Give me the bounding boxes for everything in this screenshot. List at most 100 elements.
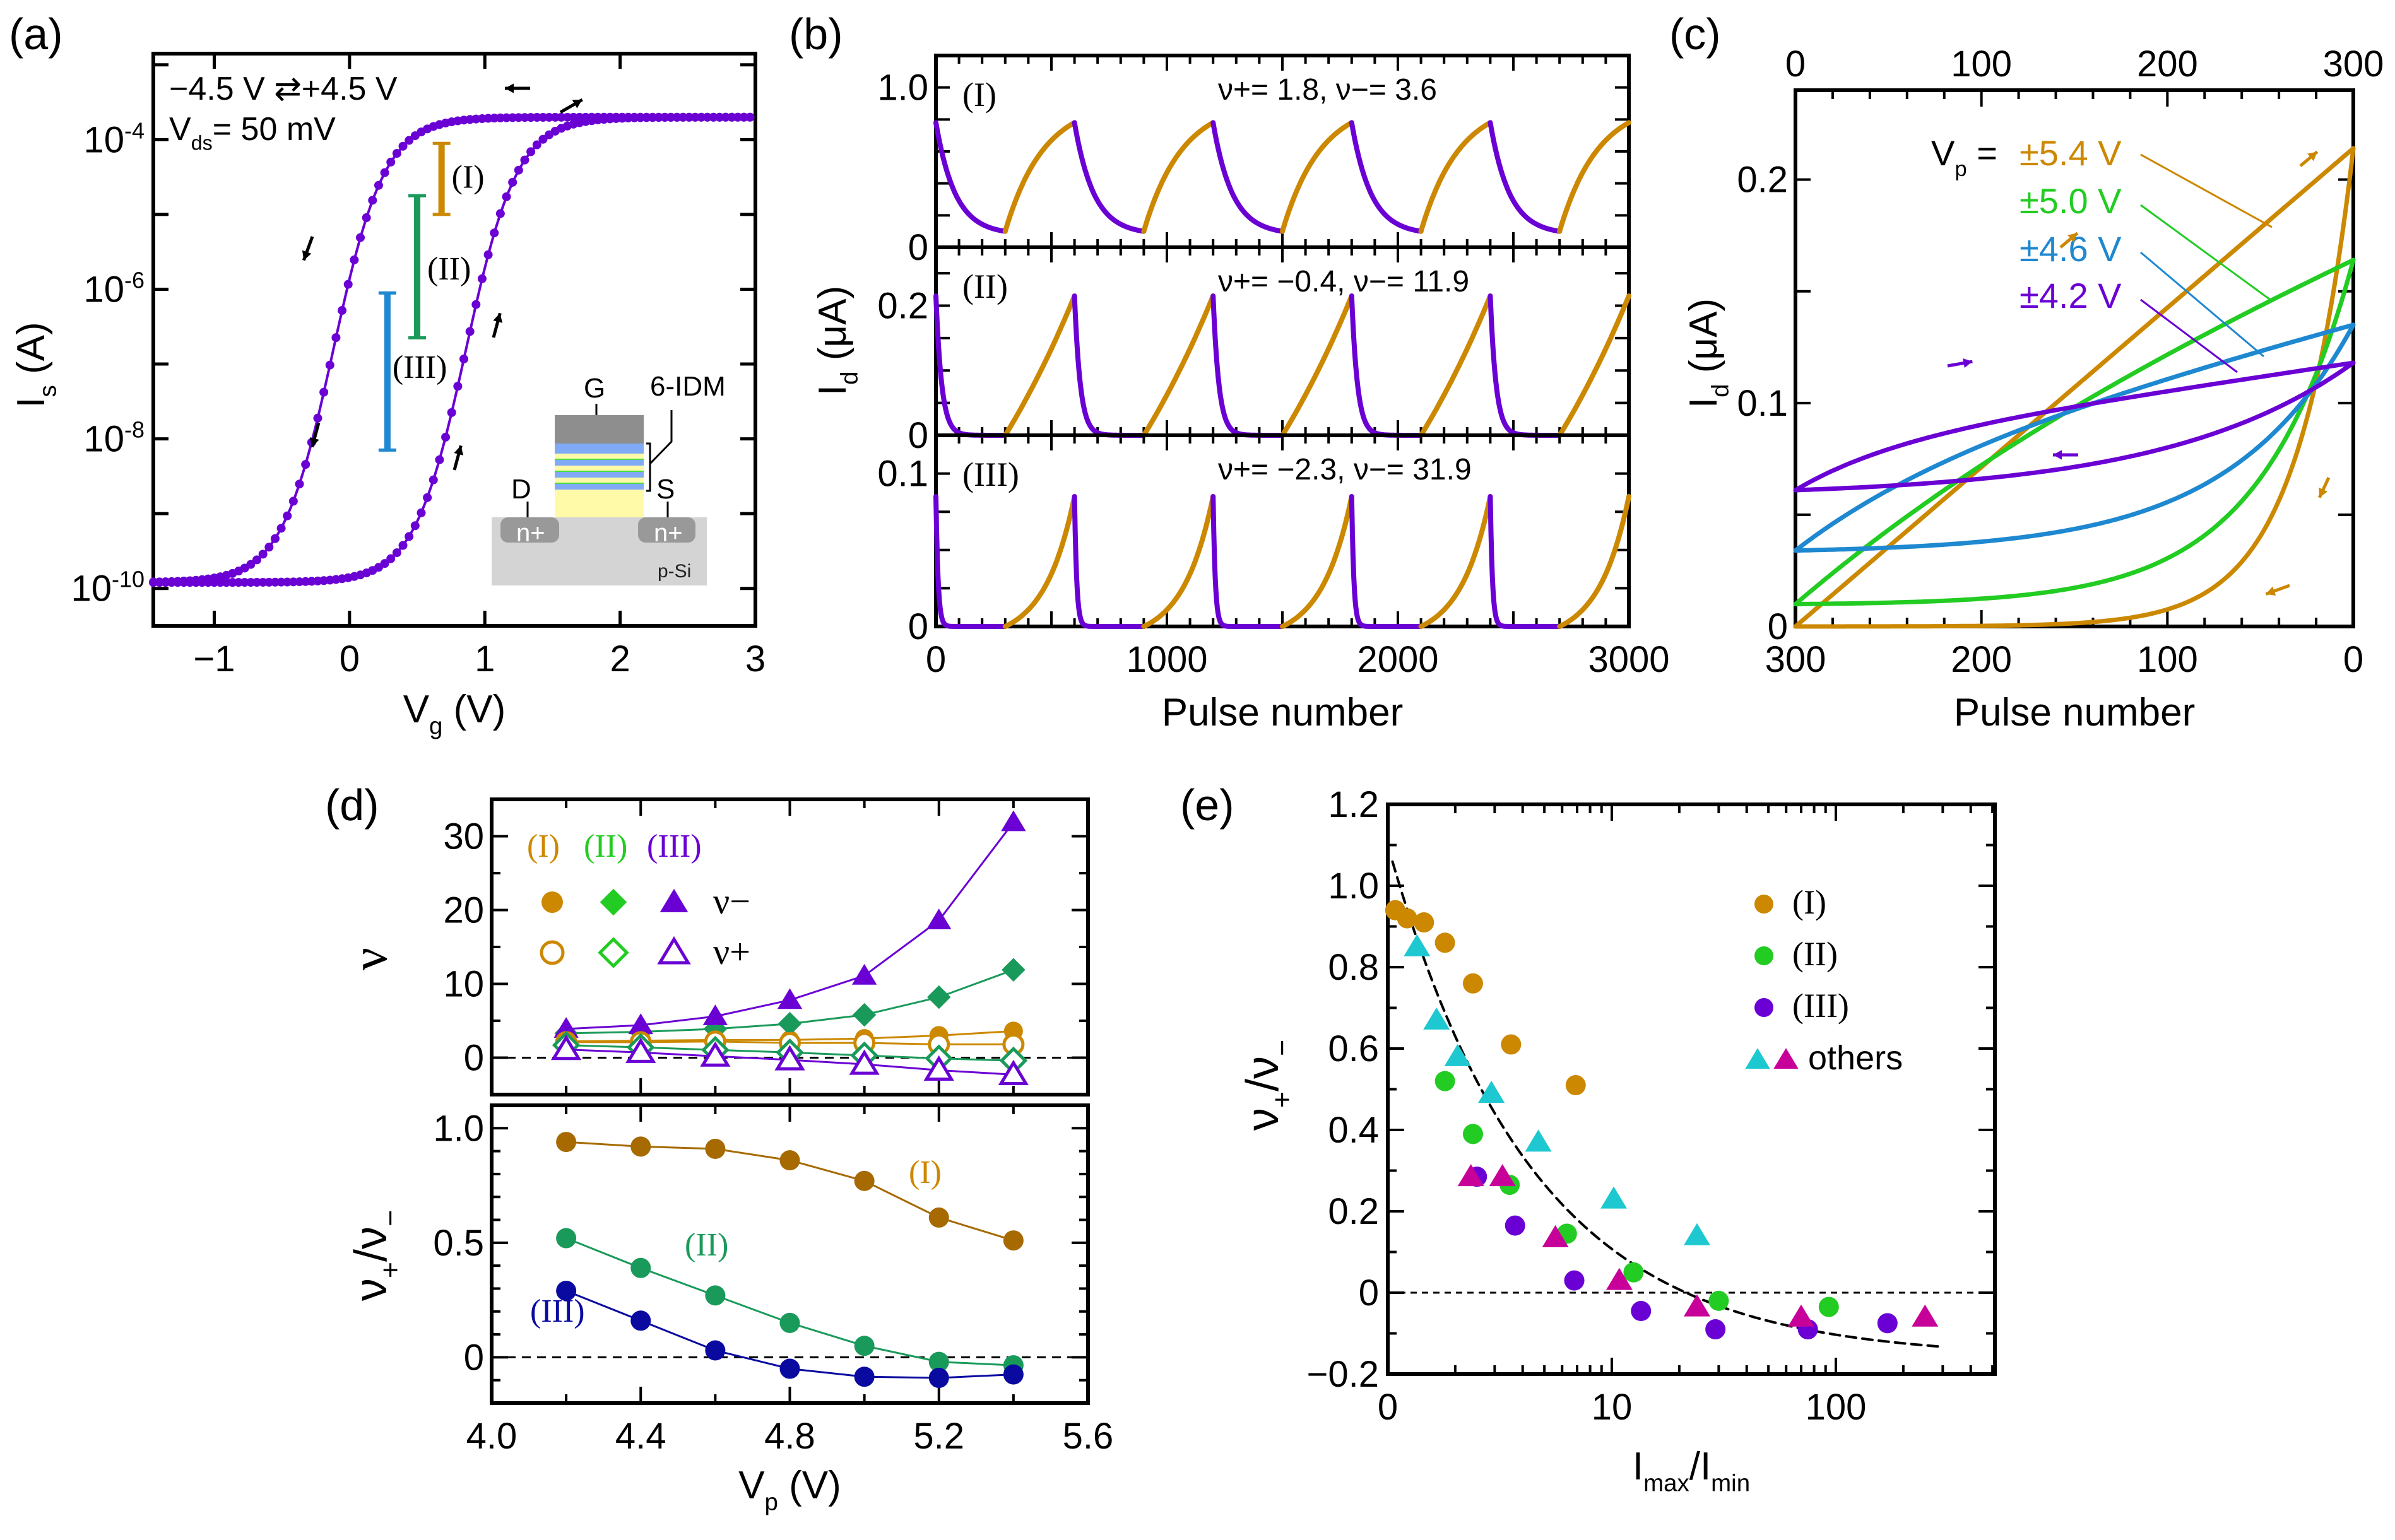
transfer-point (343, 279, 353, 289)
legend-group-2: (III) (647, 828, 702, 864)
scatter-point-4 (1489, 1164, 1516, 1187)
panel-e: −0.200.20.40.60.81.01.20 10 100Imax/Iminν+… (1238, 784, 1997, 1497)
transfer-point (453, 382, 463, 391)
depression-trace (1349, 120, 1424, 234)
transfer-point (246, 578, 256, 587)
transfer-point (733, 112, 743, 122)
scatter-point-4 (1788, 1304, 1815, 1327)
nu-marker (777, 988, 803, 1009)
transfer-point (557, 112, 566, 122)
transfer-point (495, 209, 505, 218)
potentiation-trace (1557, 120, 1631, 234)
scatter-point-4 (1606, 1267, 1633, 1290)
x-tick-label-b: 0 (926, 639, 946, 680)
transfer-point (258, 577, 268, 587)
potentiation-trace (1002, 293, 1077, 438)
y-tick-label-d-top: 10 (443, 964, 484, 1005)
potentiation-trace (1418, 293, 1493, 438)
ratio-marker (928, 1368, 949, 1389)
transfer-point (739, 112, 748, 122)
legend-row-nu-plus: ν+ (713, 931, 750, 972)
transfer-point (191, 578, 201, 587)
legend-leader-c-3 (2140, 298, 2238, 373)
fit-curve-e (1391, 860, 1941, 1348)
transfer-point (228, 578, 237, 587)
transfer-point (490, 228, 499, 238)
ratio-marker (854, 1170, 875, 1191)
transfer-point (386, 157, 396, 167)
transfer-point (435, 455, 444, 464)
bottom-x-tick-label-c: 100 (2137, 639, 2198, 680)
potentiation-curve-2 (1793, 322, 2356, 553)
nu-marker (774, 1045, 805, 1071)
subplot-label-b-2: (III) (962, 456, 1019, 493)
transfer-point (441, 432, 451, 442)
legend-marker (600, 888, 627, 916)
transfer-point (313, 413, 322, 423)
legend-label-c-0: ±5.4 V (2019, 133, 2122, 173)
scatter-point-0 (1501, 1034, 1522, 1055)
y-tick-label-e: 0.4 (1328, 1110, 1379, 1151)
legend-marker-e-1 (1754, 946, 1773, 965)
x-tick-label-b: 3000 (1588, 639, 1669, 680)
transfer-point (167, 578, 176, 587)
arrow-backward-mid-head (302, 250, 312, 261)
ratio-marker (705, 1340, 726, 1361)
y-tick-label-e: 1.0 (1328, 866, 1379, 907)
scatter-point-1 (1434, 1071, 1455, 1091)
nu-marker (998, 1059, 1029, 1085)
y-axis-label-d-top: ν (342, 948, 398, 970)
y-axis-label-a: Is (A) (9, 322, 62, 408)
scatter-point-1 (1818, 1296, 1839, 1317)
transfer-point (526, 147, 536, 156)
ratio-marker (854, 1367, 875, 1387)
scatter-point-2 (1631, 1301, 1652, 1322)
potentiation-trace (1557, 293, 1631, 438)
transfer-point (538, 112, 548, 122)
transfer-point (563, 112, 572, 122)
transfer-point (550, 112, 560, 122)
ratio-marker (928, 1351, 949, 1372)
legend-marker-e-others-magenta (1773, 1048, 1799, 1069)
n-plus-drain (500, 517, 559, 543)
y-tick-label-d-bottom: 0 (464, 1337, 484, 1378)
transfer-point (654, 113, 663, 122)
top-x-tick-label-c: 200 (2137, 44, 2198, 85)
ratio-marker (779, 1312, 800, 1333)
transfer-point (697, 112, 706, 122)
x-tick-label-a: 3 (745, 638, 766, 679)
arrow-c-1-head (2307, 151, 2317, 162)
transfer-point (672, 112, 682, 122)
scatter-point-4 (1542, 1225, 1569, 1247)
nu-marker (702, 1004, 728, 1026)
idm-edge (555, 471, 644, 472)
y-tick-label-a: 10-8 (84, 417, 145, 460)
nu-marker (852, 1002, 877, 1027)
ratio-marker (1003, 1230, 1024, 1251)
x-tick-label-d: 5.2 (913, 1416, 964, 1457)
transfer-point (417, 508, 426, 517)
ratio-marker (1003, 1364, 1024, 1385)
legend-label-e-2: (III) (1792, 987, 1849, 1025)
depression-trace (933, 293, 1008, 438)
idm-edge (555, 459, 644, 460)
scatter-point-4 (1457, 1164, 1484, 1187)
n-plus-source (638, 517, 695, 543)
transfer-point (386, 554, 396, 563)
transfer-point (745, 112, 755, 122)
transfer-point (246, 560, 256, 569)
ratio-marker (556, 1228, 577, 1249)
transfer-point (252, 578, 262, 587)
idm-layer (555, 472, 644, 478)
vds-annotation: Vds= 50 mV (169, 111, 336, 155)
idm-layer (555, 444, 644, 454)
dielectric-yellow (555, 444, 644, 517)
transfer-point (179, 578, 189, 587)
transfer-point (392, 548, 401, 558)
subplot-label-b-1: (II) (962, 267, 1008, 305)
x-tick-label-e: 0 (1378, 1387, 1398, 1428)
transfer-point (660, 113, 670, 122)
transfer-point (380, 168, 389, 177)
transfer-point (258, 550, 268, 559)
nu-marker (778, 1011, 802, 1036)
